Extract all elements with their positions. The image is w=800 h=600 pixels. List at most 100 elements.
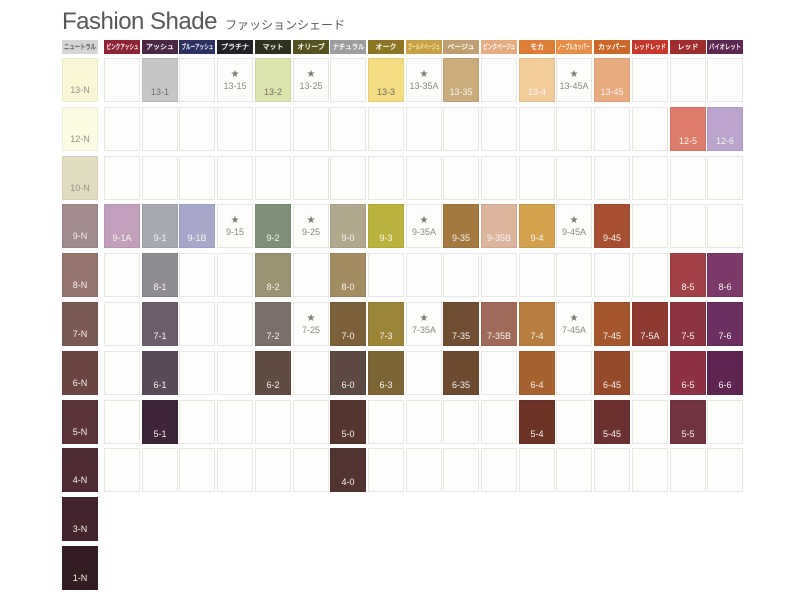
level-swatch: 8-N	[62, 253, 98, 297]
empty-cell	[632, 400, 668, 444]
empty-cell	[406, 156, 442, 200]
empty-cell	[179, 253, 215, 297]
shade-swatch: 7-35	[443, 302, 479, 346]
empty-cell	[443, 400, 479, 444]
shade-swatch: 9-2	[255, 204, 291, 248]
shade-swatch: 6-35	[443, 351, 479, 395]
shade-swatch: 8-1	[142, 253, 178, 297]
empty-cell	[104, 58, 140, 102]
empty-cell	[707, 204, 743, 248]
shade-swatch: 13-4	[519, 58, 555, 102]
shade-swatch: 7-35B	[481, 302, 517, 346]
title-bar: Fashion Shade ファッションシェード	[62, 8, 345, 36]
level-swatch: 5-N	[62, 400, 98, 444]
star-icon: ★	[569, 214, 579, 226]
shade-swatch: 12-6	[707, 107, 743, 151]
empty-cell	[481, 400, 517, 444]
empty-cell	[217, 400, 253, 444]
recommended-shade-cell: ★ 7-45A	[556, 302, 592, 346]
empty-cell	[179, 400, 215, 444]
empty-cell	[142, 448, 178, 492]
empty-cell	[142, 107, 178, 151]
level-swatch: 3-N	[62, 497, 98, 541]
empty-cell	[556, 107, 592, 151]
empty-cell	[293, 107, 329, 151]
empty-cell	[142, 156, 178, 200]
shade-swatch: 7-4	[519, 302, 555, 346]
empty-cell	[368, 253, 404, 297]
column-header: ピンクベージュ	[481, 40, 517, 54]
star-icon: ★	[419, 68, 429, 80]
empty-cell	[707, 58, 743, 102]
column-header: ナチュラル	[330, 40, 366, 54]
shade-swatch: 8-2	[255, 253, 291, 297]
recommended-shade-cell: ★ 7-35A	[406, 302, 442, 346]
shade-swatch: 13-3	[368, 58, 404, 102]
shade-swatch: 5-0	[330, 400, 366, 444]
column-header: アッシュ	[142, 40, 178, 54]
empty-cell	[255, 448, 291, 492]
empty-cell	[255, 156, 291, 200]
level-swatch: 6-N	[62, 351, 98, 395]
empty-cell	[293, 253, 329, 297]
empty-cell	[179, 302, 215, 346]
empty-cell	[368, 156, 404, 200]
empty-cell	[217, 253, 253, 297]
level-swatch: 10-N	[62, 156, 98, 200]
empty-cell	[293, 351, 329, 395]
empty-cell	[104, 107, 140, 151]
star-icon: ★	[419, 214, 429, 226]
shade-swatch: 6-4	[519, 351, 555, 395]
column-header: モカ	[519, 40, 555, 54]
empty-cell	[707, 448, 743, 492]
empty-cell	[293, 448, 329, 492]
page-subtitle: ファッションシェード	[224, 18, 345, 32]
shade-swatch: 6-2	[255, 351, 291, 395]
recommended-shade-cell: ★ 13-35A	[406, 58, 442, 102]
column-header: マット	[255, 40, 291, 54]
level-swatch: 13-N	[62, 58, 98, 102]
empty-cell	[255, 400, 291, 444]
empty-cell	[330, 107, 366, 151]
empty-cell	[481, 448, 517, 492]
empty-cell	[632, 253, 668, 297]
recommended-shade-cell: ★ 13-25	[293, 58, 329, 102]
shade-swatch: 5-1	[142, 400, 178, 444]
empty-cell	[443, 253, 479, 297]
empty-cell	[217, 107, 253, 151]
star-icon: ★	[306, 68, 316, 80]
level-swatch: 9-N	[62, 204, 98, 248]
empty-cell	[556, 351, 592, 395]
column-header: ゴールドベージュ	[406, 40, 442, 54]
empty-cell	[104, 302, 140, 346]
empty-cell	[632, 448, 668, 492]
empty-cell	[556, 400, 592, 444]
empty-cell	[670, 448, 706, 492]
empty-cell	[632, 107, 668, 151]
shade-swatch: 6-5	[670, 351, 706, 395]
shade-swatch: 9-35B	[481, 204, 517, 248]
empty-cell	[707, 156, 743, 200]
column-header: ベージュ	[443, 40, 479, 54]
empty-cell	[594, 107, 630, 151]
shade-swatch: 5-45	[594, 400, 630, 444]
star-icon: ★	[230, 214, 240, 226]
empty-cell	[179, 351, 215, 395]
empty-cell	[179, 156, 215, 200]
empty-cell	[481, 58, 517, 102]
shade-swatch: 4-0	[330, 448, 366, 492]
empty-cell	[104, 351, 140, 395]
recommended-shade-cell: ★ 13-45A	[556, 58, 592, 102]
star-icon: ★	[569, 312, 579, 324]
empty-cell	[406, 351, 442, 395]
empty-cell	[594, 448, 630, 492]
empty-cell	[519, 448, 555, 492]
empty-cell	[406, 107, 442, 151]
empty-cell	[443, 107, 479, 151]
recommended-shade-cell: ★ 9-15	[217, 204, 253, 248]
empty-cell	[443, 448, 479, 492]
level-swatch: 1-N	[62, 546, 98, 590]
empty-cell	[179, 58, 215, 102]
empty-cell	[330, 156, 366, 200]
